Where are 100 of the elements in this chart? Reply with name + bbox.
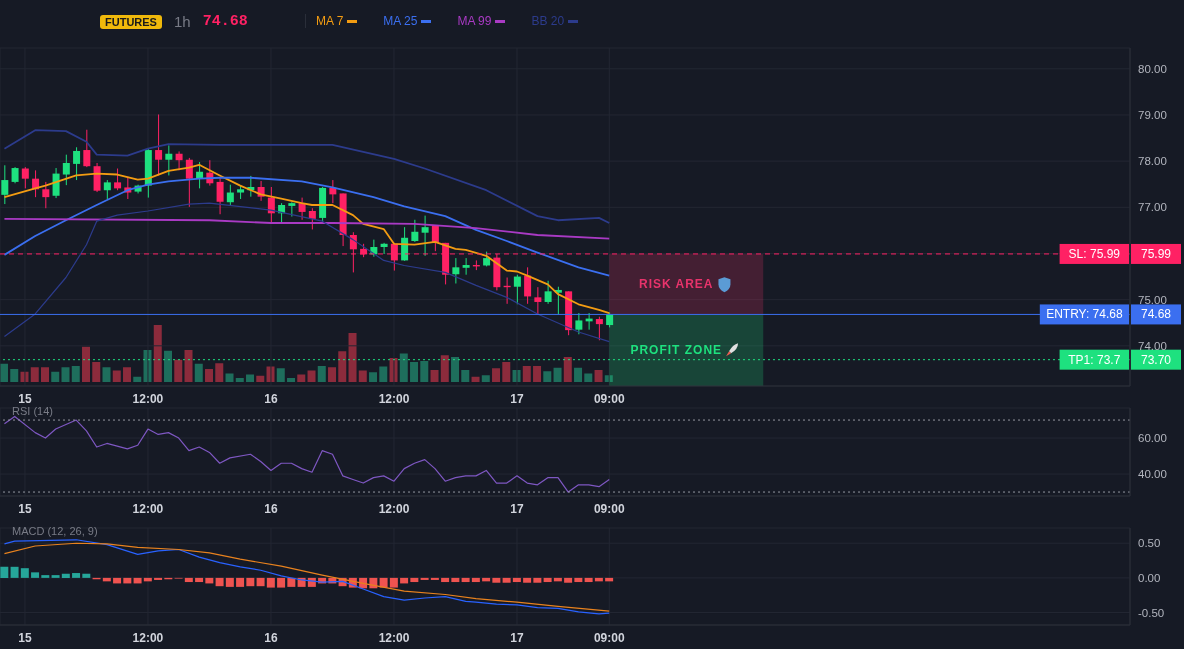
- bar: [225, 577, 234, 587]
- bar: [307, 370, 316, 382]
- text: 74.68: [202, 13, 248, 30]
- bar: [0, 566, 9, 578]
- bar: [61, 367, 70, 382]
- y-tick-label: 78.00: [1138, 155, 1167, 168]
- bar: [318, 366, 327, 382]
- bar: [123, 367, 132, 382]
- bar: [564, 356, 573, 382]
- candlestick: [462, 257, 470, 276]
- x-tick-label: 17: [510, 630, 524, 645]
- x-tick-label: 12:00: [378, 630, 410, 645]
- bar: [492, 368, 501, 382]
- candlestick: [595, 316, 603, 341]
- bar: [451, 577, 460, 583]
- text: 74.68: [1140, 307, 1172, 322]
- bar: [430, 370, 439, 382]
- x-tick-label: 12:00: [378, 391, 410, 406]
- bar: [369, 372, 378, 382]
- x-tick-label: 12:00: [132, 630, 164, 645]
- chart-title: RSI (14): [12, 405, 53, 417]
- bar: [512, 577, 521, 583]
- y-tick-label: 79.00: [1138, 109, 1167, 122]
- candlestick: [83, 129, 91, 168]
- y-tick-label: 80.00: [1138, 62, 1167, 75]
- bar: [277, 368, 286, 382]
- bar: [287, 577, 296, 587]
- candlestick: [73, 146, 81, 181]
- bar: [277, 577, 286, 588]
- bar: [594, 370, 603, 382]
- bar: [502, 577, 511, 583]
- bar: [205, 368, 214, 382]
- bar: [543, 577, 552, 583]
- x-tick-label: 12:00: [132, 391, 164, 406]
- band-label: PROFIT ZONE: [630, 343, 723, 358]
- x-tick-label: 17: [510, 501, 524, 516]
- bar: [266, 577, 275, 588]
- x-tick-label: 17: [510, 391, 524, 406]
- bar: [174, 359, 183, 382]
- candlestick: [42, 181, 50, 209]
- bar: [389, 577, 398, 588]
- bar: [236, 577, 245, 587]
- y-tick-label: -0.50: [1138, 606, 1165, 619]
- x-tick-label: 16: [264, 391, 278, 406]
- bar: [20, 568, 29, 578]
- chart-title: MACD (12, 26, 9): [12, 525, 98, 537]
- x-tick-label: 09:00: [593, 391, 625, 406]
- bar: [51, 371, 60, 382]
- bar: [482, 375, 491, 382]
- bar: [123, 577, 132, 584]
- y-tick-label: 0.00: [1138, 571, 1161, 584]
- x-tick-label: 09:00: [593, 630, 625, 645]
- candlestick: [308, 207, 316, 230]
- bar: [133, 577, 142, 584]
- candlestick: [452, 257, 460, 284]
- text: 73.70: [1140, 352, 1172, 367]
- bar: [61, 573, 70, 578]
- bar: [359, 370, 368, 382]
- bar: [215, 363, 224, 382]
- bar: [113, 577, 122, 584]
- bar: [441, 577, 450, 583]
- text: 1h: [173, 13, 191, 30]
- bar: [236, 378, 245, 382]
- text: 75.99: [1140, 246, 1172, 261]
- bar: [420, 360, 429, 382]
- bar: [225, 373, 234, 382]
- legend-label: MA 25: [383, 14, 418, 28]
- ref-line-label: ENTRY: 74.68: [1046, 307, 1123, 322]
- bar: [72, 573, 81, 578]
- bar: [400, 353, 409, 382]
- bar: [410, 577, 419, 583]
- bar: [297, 374, 306, 382]
- candlestick: [524, 266, 532, 305]
- x-tick-label: 12:00: [132, 501, 164, 516]
- x-tick-label: 12:00: [378, 501, 410, 516]
- bar: [41, 367, 50, 382]
- bar: [338, 351, 347, 382]
- candlestick: [52, 167, 60, 199]
- bar: [184, 350, 193, 382]
- bar: [246, 374, 255, 382]
- bar: [564, 577, 573, 583]
- candlestick: [155, 113, 163, 176]
- bar: [553, 367, 562, 382]
- bar: [533, 577, 542, 583]
- candlestick: [1, 164, 9, 205]
- bar: [154, 577, 163, 580]
- bar: [502, 362, 511, 382]
- x-tick-label: 16: [264, 630, 278, 645]
- bar: [256, 577, 265, 587]
- x-tick-label: 15: [18, 501, 32, 516]
- bar: [410, 362, 419, 382]
- bar: [523, 366, 532, 382]
- candlestick: [21, 166, 29, 189]
- bar: [215, 577, 224, 587]
- bar: [441, 355, 450, 382]
- bar: [133, 376, 142, 382]
- candlestick: [165, 144, 173, 176]
- bar: [574, 367, 583, 382]
- candlestick: [411, 219, 419, 243]
- bar: [420, 577, 429, 580]
